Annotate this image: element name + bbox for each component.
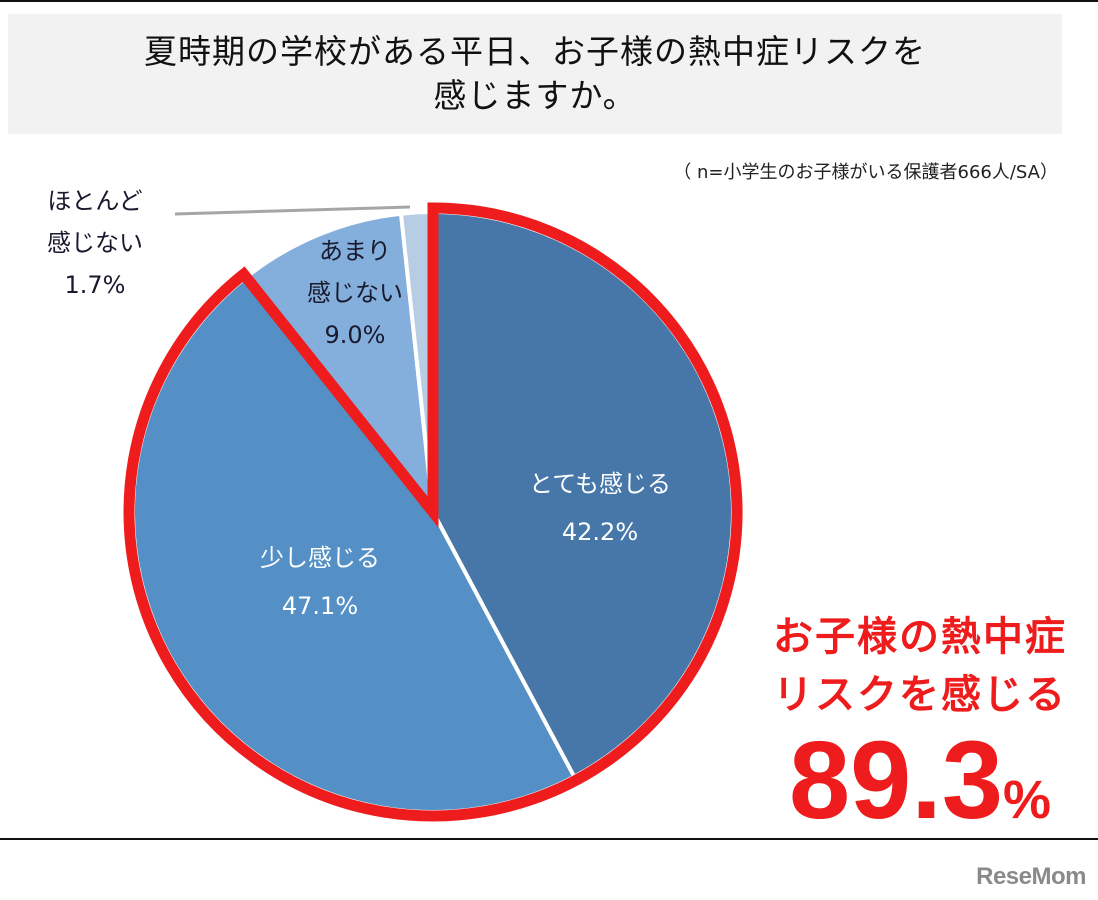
sample-note: （ n=小学生のお子様がいる保護者666人/SA） — [673, 162, 1058, 183]
highlight-line-2: リスクを感じる — [773, 672, 1067, 718]
label-hardly: ほとんど 感じない 1.7% — [30, 180, 160, 306]
highlight-line-1: お子様の熱中症 — [773, 614, 1067, 660]
label-hardly-value: 1.7% — [64, 271, 126, 299]
highlight-callout: お子様の熱中症 リスクを感じる 89.3% — [755, 608, 1085, 855]
label-somewhat-value: 47.1% — [281, 592, 359, 620]
title-line-1: 夏時期の学校がある平日、お子様の熱中症リスクを — [144, 32, 926, 71]
label-notmuch-value: 9.0% — [324, 321, 386, 349]
label-somewhat: 少し感じる 47.1% — [220, 534, 420, 630]
highlight-unit: % — [1003, 770, 1052, 830]
label-very-name: とても感じる — [528, 470, 672, 498]
slice-notmuch — [243, 211, 436, 519]
highlight-value: 89.3% — [755, 726, 1085, 855]
resemom-logo: ReseMom — [976, 863, 1086, 890]
leader-line — [174, 205, 411, 216]
label-very-value: 42.2% — [561, 518, 639, 546]
bottom-rule — [0, 838, 1098, 840]
label-hardly-name1: ほとんど — [47, 187, 143, 215]
label-notmuch-name2: 感じない — [307, 279, 403, 307]
chart-title: 夏時期の学校がある平日、お子様の熱中症リスクを 感じますか。 — [8, 14, 1062, 134]
label-very: とても感じる 42.2% — [500, 460, 700, 556]
highlight-outline — [123, 202, 743, 822]
label-hardly-name2: 感じない — [47, 229, 143, 257]
label-notmuch: あまり 感じない 9.0% — [290, 230, 420, 356]
label-notmuch-name1: あまり — [319, 237, 391, 265]
label-somewhat-name: 少し感じる — [260, 544, 380, 572]
title-line-2: 感じますか。 — [433, 76, 637, 115]
top-rule — [0, 0, 1098, 2]
highlight-number: 89.3 — [788, 719, 1004, 842]
